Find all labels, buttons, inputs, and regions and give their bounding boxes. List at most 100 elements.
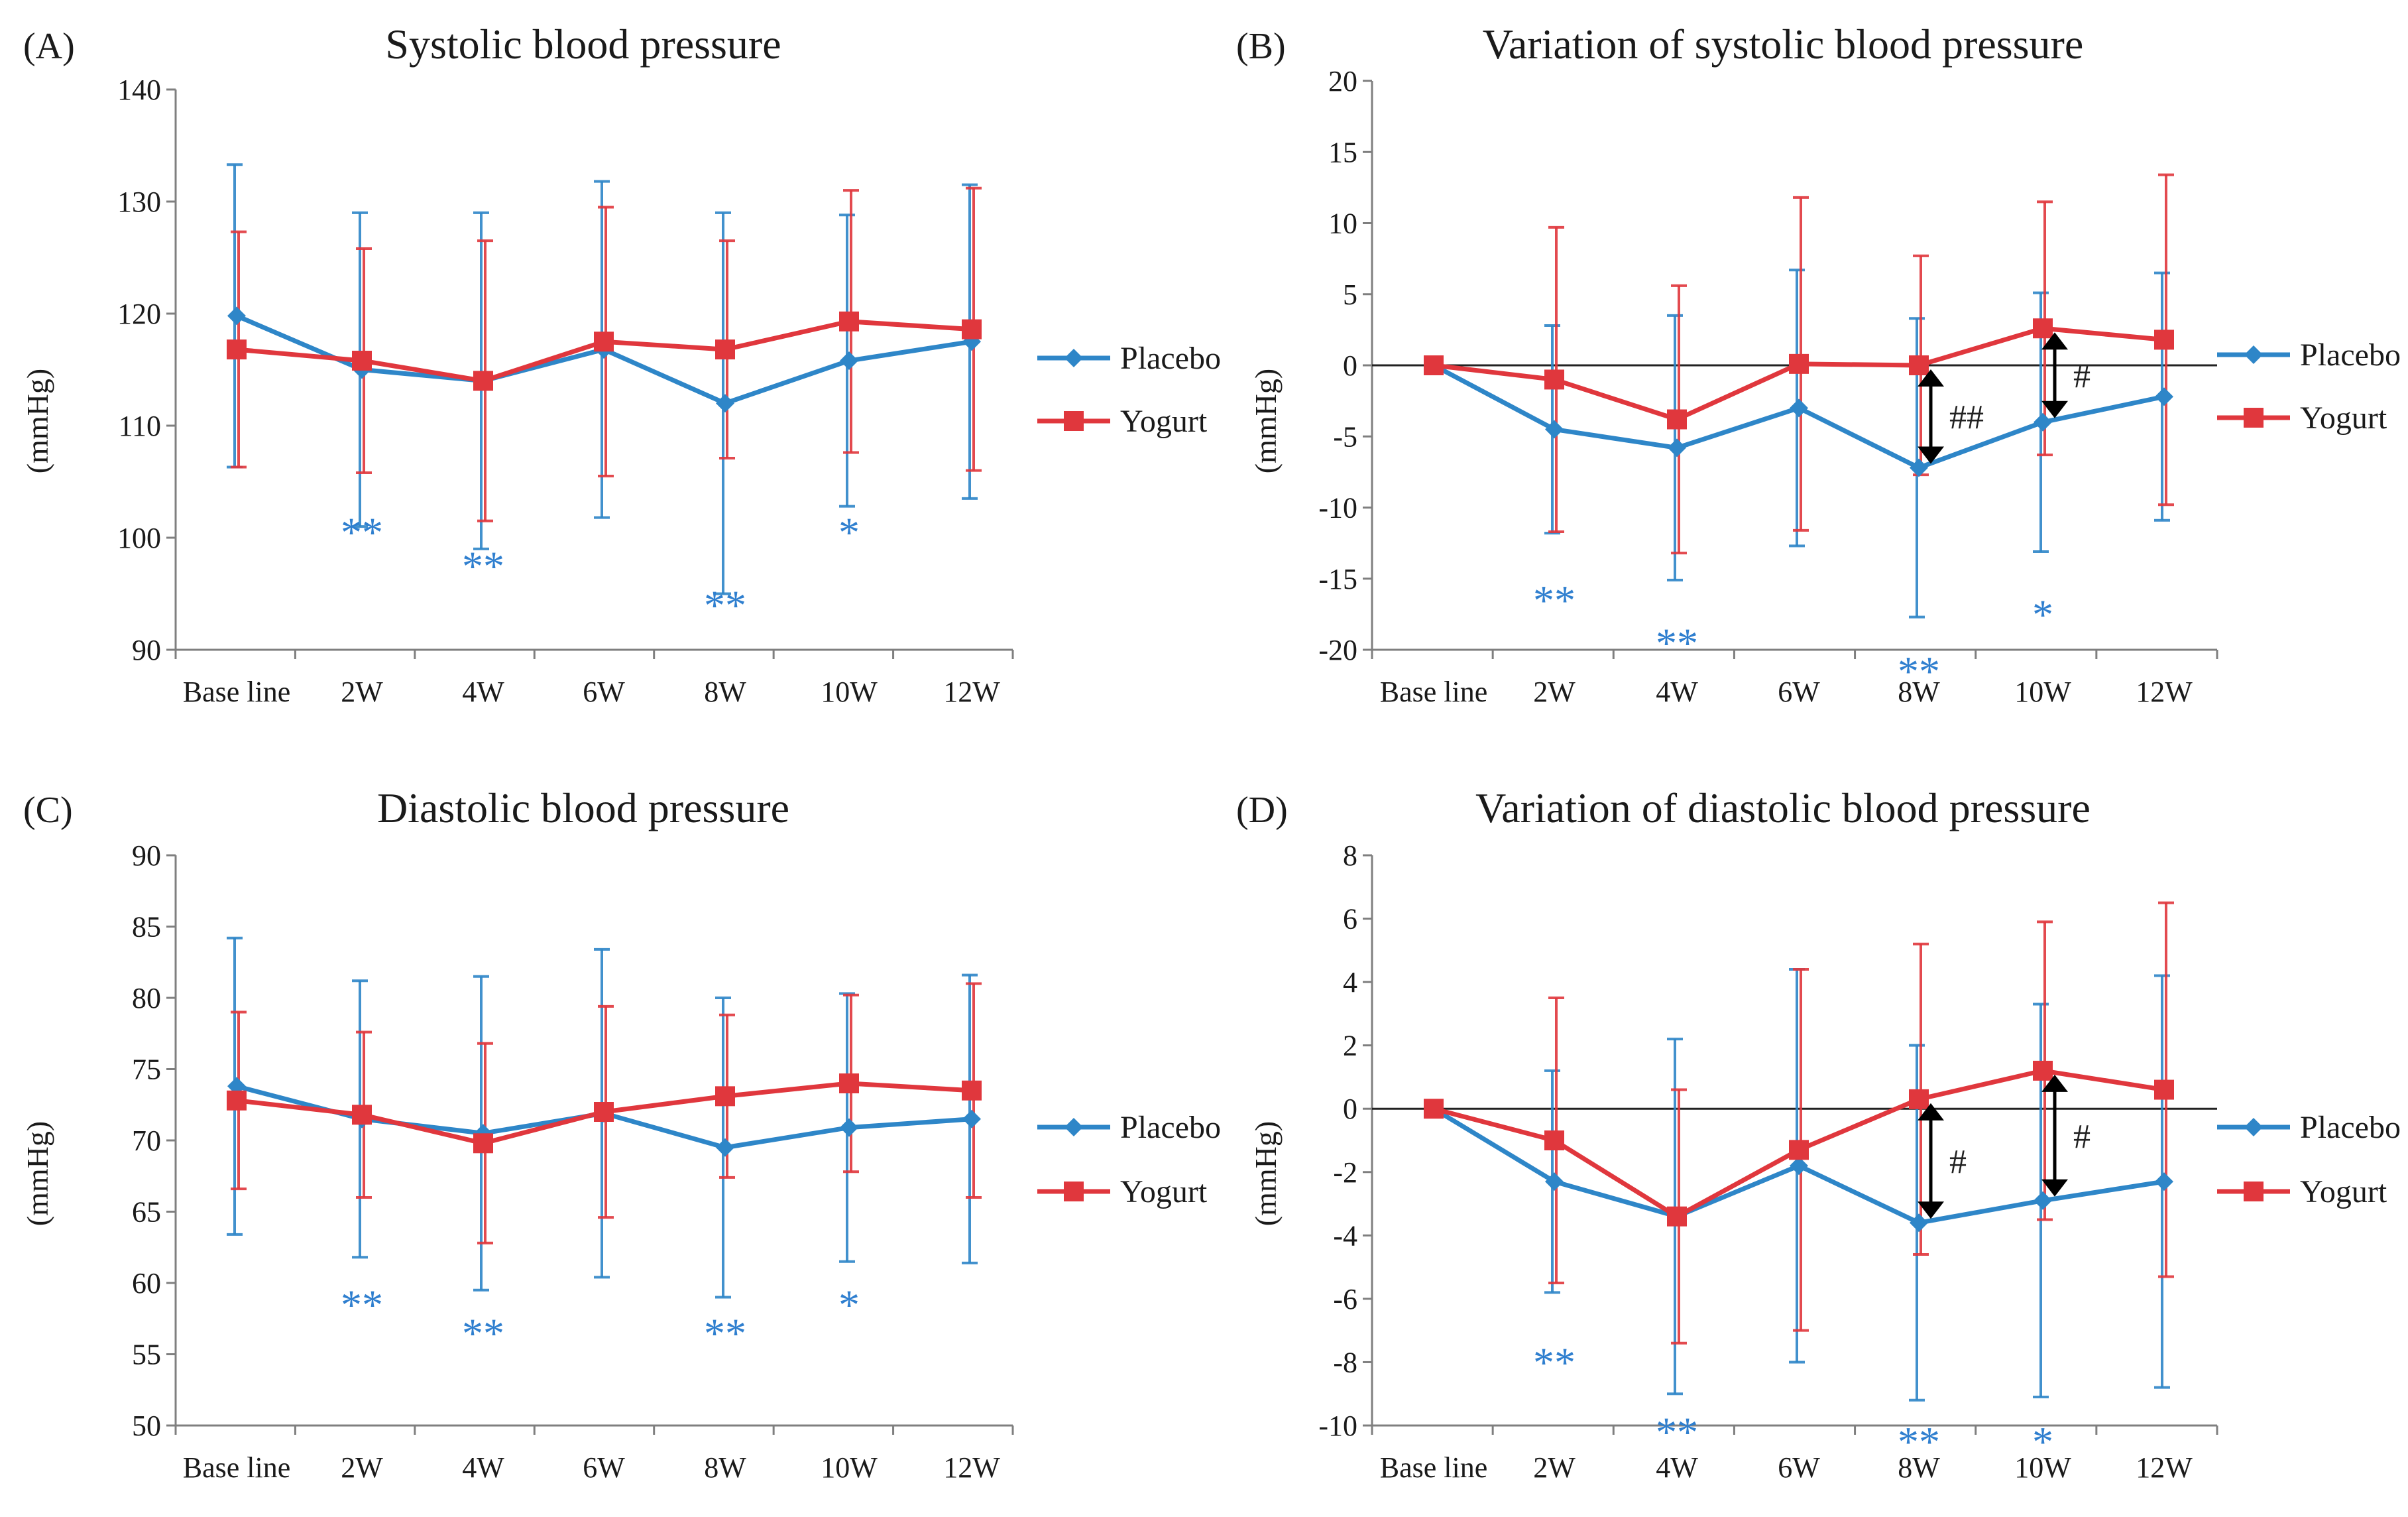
x-tick-label: 12W [2136,1451,2193,1484]
y-tick-label: 70 [132,1124,161,1157]
data-point-yogurt [473,371,493,391]
x-tick-label: 4W [1656,676,1698,708]
data-point-placebo [840,1118,858,1137]
y-tick-label: 2 [1343,1030,1357,1062]
legend-marker-placebo [2244,1118,2263,1136]
data-point-placebo [1545,1172,1564,1191]
significance-label: ** [462,542,504,589]
data-point-yogurt [2154,1079,2174,1100]
significance-label: ** [1656,1409,1698,1456]
legend-marker-placebo [2244,345,2263,364]
y-tick-label: 75 [132,1054,161,1086]
legend-marker-yogurt [2244,1182,2264,1201]
y-tick-label: 65 [132,1196,161,1229]
x-tick-label: 6W [583,1451,625,1484]
comparison-arrow-head-down [1918,1201,1944,1219]
y-tick-label: 5 [1343,278,1357,311]
data-point-yogurt [1789,1140,1809,1160]
data-point-yogurt [2033,1060,2053,1081]
data-point-yogurt [2033,318,2053,339]
data-point-placebo [1910,458,1928,477]
data-point-placebo [1790,1156,1808,1176]
y-tick-label: 55 [132,1339,161,1371]
chart-panel-d: (D) Variation of diastolic blood pressur… [1236,784,2401,1484]
data-point-yogurt [715,339,735,360]
legend-label: Yogurt [1120,404,1208,439]
chart-title: Variation of diastolic blood pressure [1475,784,2091,831]
data-point-yogurt [1909,355,1929,375]
comparison-label: ## [1949,398,1984,436]
significance-label: ** [1533,1339,1576,1386]
y-tick-label: 85 [132,911,161,943]
y-tick-label: 120 [117,298,161,330]
x-tick-label: 6W [583,676,625,708]
panel-label: (A) [23,26,75,67]
data-point-yogurt [2154,330,2174,350]
chart-panel-a: (A) Systolic blood pressure (mmHg) 90 100… [21,21,1221,708]
legend-label: Placebo [2300,337,2401,373]
y-tick-label: -10 [1318,492,1357,524]
significance-label: ** [1533,577,1576,624]
comparison-arrow-head-up [1918,1103,1944,1121]
y-tick-label: -15 [1318,563,1357,595]
y-tick-label: 0 [1343,349,1357,382]
panel-label: (C) [23,790,73,831]
y-tick-label: -10 [1318,1410,1357,1442]
data-point-yogurt [1667,409,1687,430]
y-tick-label: 130 [117,186,161,218]
x-tick-label: 6W [1778,1451,1820,1484]
data-point-placebo [2034,1191,2052,1210]
data-point-placebo [2155,1172,2173,1191]
data-point-yogurt [1667,1206,1687,1227]
comparison-arrow-head-up [2041,332,2068,350]
legend-label: Yogurt [2300,1174,2387,1209]
data-point-yogurt [1424,355,1444,375]
comparison-arrow-head-up [2041,1074,2068,1092]
y-tick-label: 80 [132,982,161,1014]
x-tick-label: 10W [2014,1451,2071,1484]
legend-marker-yogurt [1064,1182,1084,1201]
chart-title: Systolic blood pressure [385,21,781,68]
comparison-arrow-head-up [1918,369,1944,387]
y-tick-label: 140 [117,74,161,106]
y-tick-label: 60 [132,1267,161,1300]
y-axis-label: (mmHg) [1249,1121,1283,1226]
significance-label: ** [341,1281,383,1328]
data-point-yogurt [594,332,614,352]
y-tick-label: -2 [1333,1156,1357,1189]
legend-label: Placebo [1120,341,1221,376]
data-point-yogurt [715,1086,735,1107]
x-tick-label: 10W [2014,676,2071,708]
y-tick-label: 50 [132,1410,161,1442]
x-tick-label: 6W [1778,676,1820,708]
x-tick-label: 2W [1533,676,1576,708]
y-axis-label: (mmHg) [1249,369,1283,473]
data-point-placebo [716,394,734,413]
data-point-yogurt [352,1105,372,1125]
data-point-yogurt [1544,1130,1564,1150]
data-point-placebo [716,1138,734,1157]
panel-label: (D) [1236,790,1288,831]
y-tick-label: -4 [1333,1219,1357,1252]
x-tick-label: 4W [1656,1451,1698,1484]
significance-label: ** [704,581,746,629]
comparison-label: # [1949,1143,1967,1181]
x-tick-label: Base line [1380,1451,1488,1484]
legend-label: Yogurt [1120,1174,1208,1209]
data-point-yogurt [839,311,859,332]
significance-label: * [2032,591,2053,638]
x-tick-label: 4W [462,1451,504,1484]
y-axis-label: (mmHg) [21,1121,54,1226]
data-point-yogurt [962,319,982,339]
y-tick-label: 90 [132,839,161,872]
y-axis-label: (mmHg) [21,369,54,473]
y-tick-label: 6 [1343,903,1357,936]
legend-label: Placebo [2300,1110,2401,1145]
y-tick-label: 100 [117,522,161,554]
y-tick-label: -5 [1333,420,1357,453]
y-tick-label: 110 [119,410,161,442]
y-tick-label: -20 [1318,634,1357,666]
y-tick-label: -8 [1333,1346,1357,1378]
legend-marker-yogurt [1064,411,1084,431]
comparison-arrow-head-down [1918,446,1944,464]
